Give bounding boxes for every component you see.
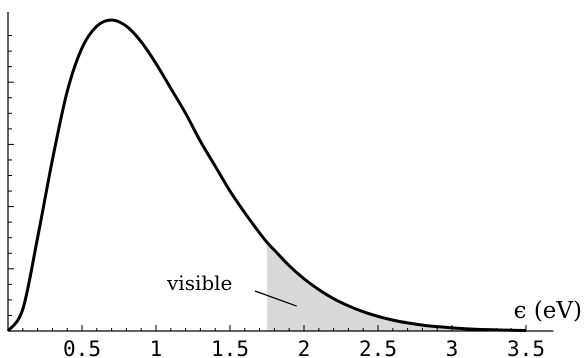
annotation-pointer [254,290,297,307]
x-tick-label: 1 [150,337,163,358]
spectrum-curve [6,18,527,332]
x-tick-label: 2.5 [359,337,397,358]
x-tick-label: 1.5 [211,337,249,358]
x-axis-label: ϵ (eV) [514,298,582,324]
x-tick-label: 3 [446,337,459,358]
visible-shaded-area [267,242,526,331]
x-tick-label: 0.5 [63,337,101,358]
x-tick-labels: 0.5 1 1.5 2 2.5 3 3.5 [63,337,545,358]
x-tick-label: 2 [298,337,311,358]
annotation-visible: visible [166,271,232,295]
x-tick-label: 3.5 [507,337,545,358]
y-axis-ticks [8,35,14,316]
